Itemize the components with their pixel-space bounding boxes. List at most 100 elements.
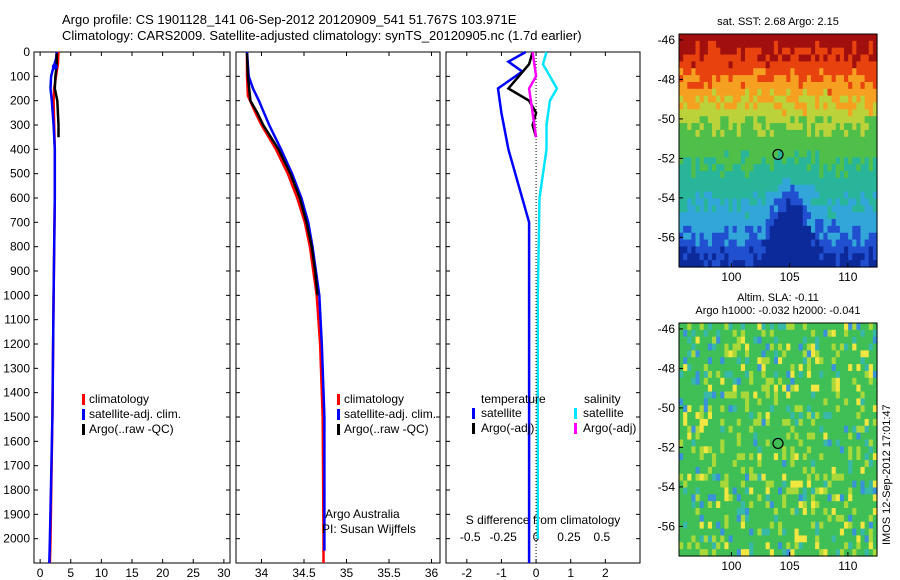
map-cell <box>679 405 684 413</box>
map-cell <box>860 198 866 206</box>
map-cell <box>798 81 804 90</box>
map-cell <box>773 398 779 406</box>
map-cell <box>691 549 697 557</box>
map-cell <box>753 384 758 393</box>
map-cell <box>699 143 705 152</box>
map-cell <box>835 350 841 358</box>
map-cell <box>782 68 787 76</box>
map-cell <box>802 453 808 461</box>
map-cell <box>839 323 845 331</box>
map-cell <box>765 494 771 502</box>
map-cell <box>749 418 754 427</box>
map-cell <box>823 34 829 42</box>
map-cell <box>745 432 750 441</box>
map-cell <box>860 398 866 406</box>
map-frame <box>678 33 878 268</box>
map-cell <box>782 446 787 454</box>
map-cell <box>778 191 783 200</box>
map-cell <box>815 494 820 502</box>
map-cell <box>794 136 800 145</box>
map-cell <box>827 171 833 179</box>
map-cell <box>745 439 750 447</box>
map-cell <box>844 54 849 63</box>
map-cell <box>790 253 796 261</box>
map-cell <box>819 34 824 42</box>
map-cell <box>765 432 771 441</box>
map-cell <box>811 473 816 482</box>
map-cell <box>695 480 701 489</box>
map-cell <box>757 377 763 386</box>
map-cell <box>728 157 734 165</box>
map-cell <box>815 418 820 427</box>
map-cell <box>811 47 816 56</box>
map-cell <box>806 535 812 543</box>
map-cell <box>872 549 878 557</box>
map-cell <box>703 239 709 248</box>
map-cell <box>798 177 804 186</box>
map-cell <box>778 384 783 393</box>
map-cell <box>831 487 837 495</box>
map-cell <box>790 432 796 441</box>
map-cell <box>761 246 767 254</box>
map-cell <box>745 177 750 186</box>
map-cell <box>707 219 713 227</box>
map-cell <box>811 164 816 172</box>
map-cell <box>790 40 796 49</box>
map-cell <box>794 47 800 56</box>
map-cell <box>679 95 684 104</box>
map-cell <box>860 501 866 509</box>
map-cell <box>695 398 701 406</box>
map-cell <box>761 198 767 206</box>
map-cell <box>802 329 808 338</box>
map-cell <box>811 205 816 213</box>
map-cell <box>790 219 796 227</box>
map-cell <box>827 364 833 372</box>
map-cell <box>778 171 783 179</box>
map-cell <box>798 412 804 420</box>
map-cell <box>757 184 763 193</box>
map-cell <box>679 136 684 145</box>
map-cell <box>811 370 816 379</box>
map-cell <box>724 253 730 261</box>
map-cell <box>749 136 754 145</box>
map-cell <box>679 323 684 331</box>
map-cell <box>790 398 796 406</box>
map-cell <box>798 439 804 447</box>
map-cell <box>687 205 692 213</box>
map-cell <box>872 343 878 352</box>
series-line-satellite <box>496 50 531 563</box>
map-cell <box>745 357 750 365</box>
map-cell <box>720 246 725 254</box>
map-cell <box>716 34 721 42</box>
map-cell <box>872 535 878 543</box>
y-tick-label: 700 <box>10 215 30 229</box>
map-cell <box>844 425 849 434</box>
map-cell <box>806 514 812 523</box>
map-cell <box>687 157 692 165</box>
map-cell <box>695 329 701 338</box>
map-cell <box>806 239 812 248</box>
map-cell <box>860 336 866 345</box>
map-cell <box>852 157 857 165</box>
map-cell <box>786 418 791 427</box>
map-cell <box>683 47 688 56</box>
map-cell <box>703 47 709 56</box>
map-cell <box>765 253 771 261</box>
map-cell <box>757 143 763 152</box>
map-cell <box>790 232 796 241</box>
y-tick-label: 1500 <box>3 410 30 424</box>
map-cell <box>712 508 717 516</box>
map-cell <box>712 405 717 413</box>
map-cell <box>864 323 870 331</box>
map-cell <box>703 501 709 509</box>
map-cell <box>753 398 758 406</box>
map-cell <box>839 460 845 468</box>
map-cell <box>794 143 800 152</box>
map-cell <box>827 508 833 516</box>
map-cell <box>753 501 758 509</box>
map-cell <box>749 549 754 557</box>
map-cell <box>757 95 763 104</box>
map-cell <box>856 157 862 165</box>
map-cell <box>740 528 746 537</box>
map-cell <box>815 377 820 386</box>
